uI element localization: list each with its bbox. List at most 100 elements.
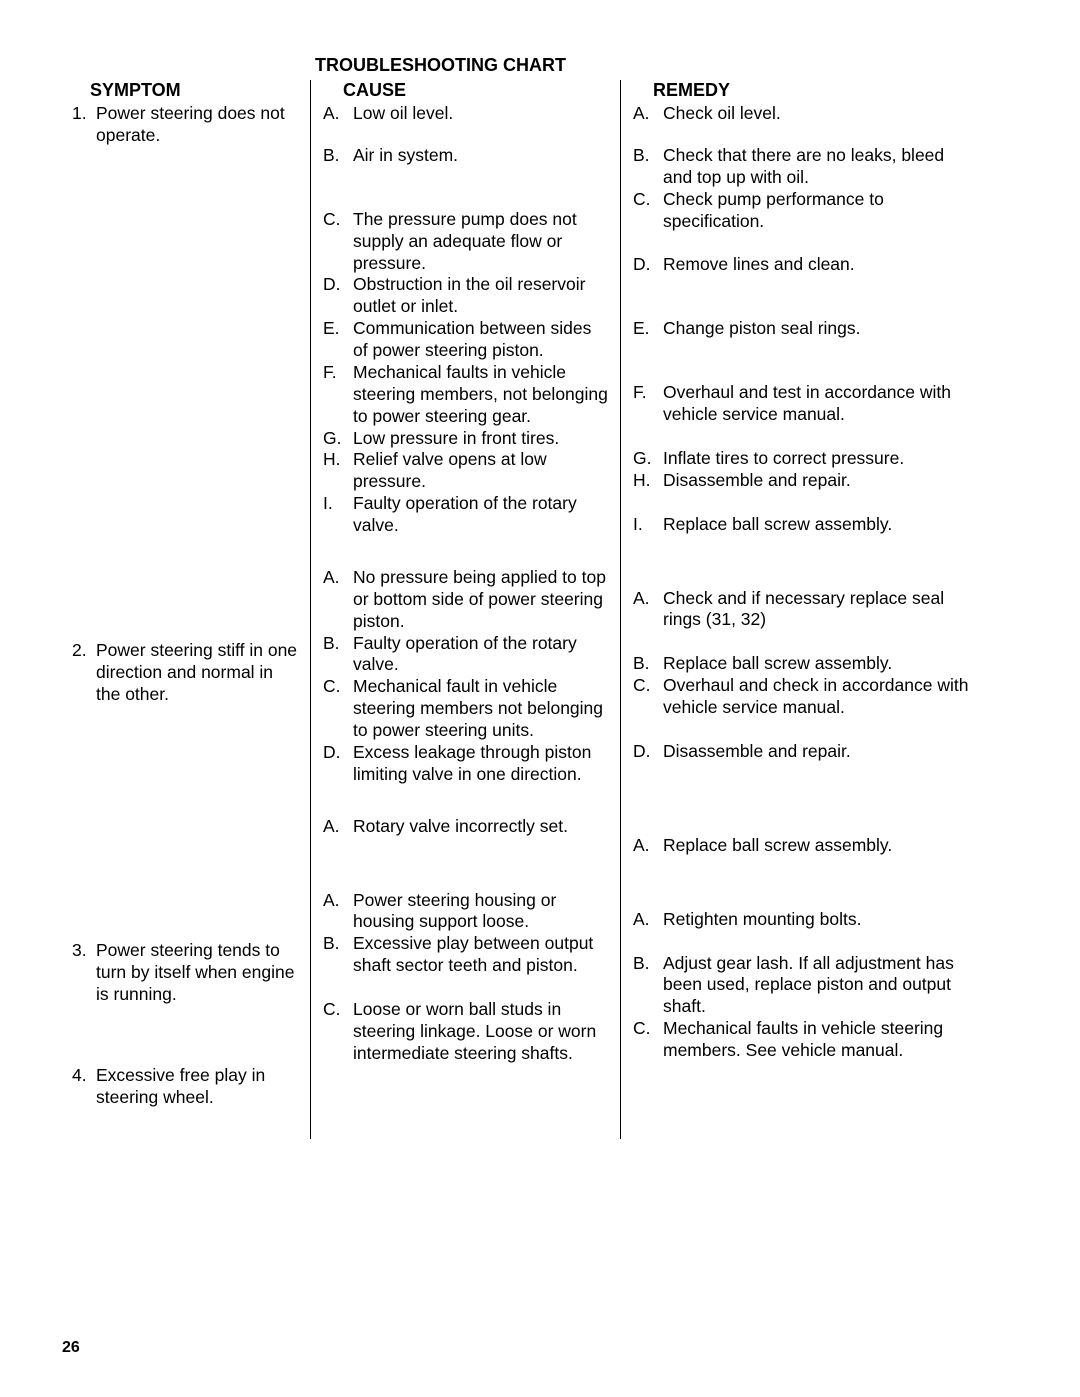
spacer	[633, 340, 978, 382]
symptom-group: 2.Power steering stiff in one direction …	[72, 640, 298, 910]
columns-wrapper: SYMPTOM 1.Power steering does not operat…	[60, 80, 1020, 1139]
list-item: B.Replace ball screw assembly.	[633, 653, 978, 675]
symptom-marker: 2.	[72, 640, 96, 706]
remedy-marker: A.	[633, 103, 663, 125]
cause-text: Obstruction in the oil reservoir outlet …	[353, 274, 608, 318]
symptom-text: Power steering stiff in one direction an…	[96, 640, 298, 706]
remedy-marker: A.	[633, 835, 663, 857]
cause-marker: I.	[323, 493, 353, 537]
list-item: A.Replace ball screw assembly.	[633, 835, 978, 857]
cause-text: Faulty operation of the rotary valve.	[353, 493, 608, 537]
cause-marker: F.	[323, 362, 353, 428]
list-item: H.Disassemble and repair.	[633, 470, 978, 492]
cause-text: Loose or worn ball studs in steering lin…	[353, 999, 608, 1065]
symptom-marker: 4.	[72, 1065, 96, 1109]
list-item: G.Inflate tires to correct pressure.	[633, 448, 978, 470]
cause-marker: B.	[323, 933, 353, 977]
list-item: A.Check and if necessary replace seal ri…	[633, 588, 978, 632]
remedy-marker: B.	[633, 953, 663, 1019]
cause-marker: H.	[323, 449, 353, 493]
cause-marker: B.	[323, 145, 353, 167]
item-group: A.Rotary valve incorrectly set.	[323, 816, 608, 860]
list-item: 1.Power steering does not operate.	[72, 103, 298, 147]
cause-text: Rotary valve incorrectly set.	[353, 816, 608, 838]
list-item: I.Replace ball screw assembly.	[633, 514, 978, 536]
remedy-list: A.Check oil level.B.Check that there are…	[633, 103, 978, 1084]
cause-text: Relief valve opens at low pressure.	[353, 449, 608, 493]
cause-text: Excessive play between output shaft sect…	[353, 933, 608, 977]
remedy-text: Check oil level.	[663, 103, 978, 125]
remedy-text: Overhaul and test in accordance with veh…	[663, 382, 978, 426]
remedy-marker: D.	[633, 254, 663, 276]
spacer	[633, 232, 978, 254]
remedy-text: Change piston seal rings.	[663, 318, 978, 340]
list-item: C.Overhaul and check in accordance with …	[633, 675, 978, 719]
remedy-marker: E.	[633, 318, 663, 340]
chart-title: TROUBLESHOOTING CHART	[315, 55, 1020, 76]
cause-marker: A.	[323, 816, 353, 838]
spacer	[633, 631, 978, 653]
column-symptom: SYMPTOM 1.Power steering does not operat…	[60, 80, 310, 1139]
remedy-text: Retighten mounting bolts.	[663, 909, 978, 931]
remedy-marker: D.	[633, 741, 663, 763]
list-item: A.Rotary valve incorrectly set.	[323, 816, 608, 838]
list-item: B.Excessive play between output shaft se…	[323, 933, 608, 977]
remedy-text: Mechanical faults in vehicle steering me…	[663, 1018, 978, 1062]
list-item: F.Mechanical faults in vehicle steering …	[323, 362, 608, 428]
cause-marker: A.	[323, 890, 353, 934]
list-item: 4.Excessive free play in steering wheel.	[72, 1065, 298, 1109]
cause-text: Power steering housing or housing suppor…	[353, 890, 608, 934]
cause-text: Mechanical fault in vehicle steering mem…	[353, 676, 608, 742]
symptom-text: Power steering tends to turn by itself w…	[96, 940, 298, 1006]
remedy-marker: B.	[633, 653, 663, 675]
list-item: A.Low oil level.	[323, 103, 608, 125]
header-cause: CAUSE	[323, 80, 608, 101]
cause-text: Air in system.	[353, 145, 608, 167]
remedy-text: Remove lines and clean.	[663, 254, 978, 276]
remedy-marker: C.	[633, 675, 663, 719]
cause-text: Communication between sides of power ste…	[353, 318, 608, 362]
remedy-marker: I.	[633, 514, 663, 536]
cause-marker: A.	[323, 103, 353, 125]
list-item: I.Faulty operation of the rotary valve.	[323, 493, 608, 537]
remedy-text: Disassemble and repair.	[663, 741, 978, 763]
cause-marker: C.	[323, 209, 353, 275]
remedy-text: Replace ball screw assembly.	[663, 835, 978, 857]
cause-text: Excess leakage through piston limiting v…	[353, 742, 608, 786]
symptom-group: 3.Power steering tends to turn by itself…	[72, 940, 298, 1035]
header-symptom: SYMPTOM	[72, 80, 298, 101]
list-item: C.The pressure pump does not supply an a…	[323, 209, 608, 275]
cause-marker: E.	[323, 318, 353, 362]
cause-text: Mechanical faults in vehicle steering me…	[353, 362, 608, 428]
remedy-text: Disassemble and repair.	[663, 470, 978, 492]
item-group: A.Power steering housing or housing supp…	[323, 890, 608, 1065]
cause-marker: B.	[323, 633, 353, 677]
item-group: A.Retighten mounting bolts.B.Adjust gear…	[633, 909, 978, 1084]
remedy-marker: F.	[633, 382, 663, 426]
item-group: A.Check oil level. B.Check that there are…	[633, 103, 978, 558]
remedy-text: Replace ball screw assembly.	[663, 653, 978, 675]
list-item: E.Communication between sides of power s…	[323, 318, 608, 362]
spacer	[323, 125, 608, 145]
list-item: C.Mechanical faults in vehicle steering …	[633, 1018, 978, 1062]
item-group: A.Replace ball screw assembly.	[633, 835, 978, 879]
cause-text: Low pressure in front tires.	[353, 428, 608, 450]
spacer	[633, 276, 978, 318]
remedy-text: Overhaul and check in accordance with ve…	[663, 675, 978, 719]
list-item: B.Adjust gear lash. If all adjustment ha…	[633, 953, 978, 1019]
spacer	[633, 931, 978, 953]
symptom-group: 4.Excessive free play in steering wheel.	[72, 1065, 298, 1109]
remedy-text: Replace ball screw assembly.	[663, 514, 978, 536]
symptom-text: Excessive free play in steering wheel.	[96, 1065, 298, 1109]
list-item: C.Mechanical fault in vehicle steering m…	[323, 676, 608, 742]
list-item: 2.Power steering stiff in one direction …	[72, 640, 298, 706]
remedy-text: Check and if necessary replace seal ring…	[663, 588, 978, 632]
spacer	[633, 763, 978, 805]
list-item: B.Air in system.	[323, 145, 608, 167]
remedy-text: Check that there are no leaks, bleed and…	[663, 145, 978, 189]
symptom-group: 1.Power steering does not operate.	[72, 103, 298, 610]
spacer	[633, 492, 978, 514]
list-item: B.Check that there are no leaks, bleed a…	[633, 145, 978, 189]
list-item: A.Power steering housing or housing supp…	[323, 890, 608, 934]
list-item: G.Low pressure in front tires.	[323, 428, 608, 450]
